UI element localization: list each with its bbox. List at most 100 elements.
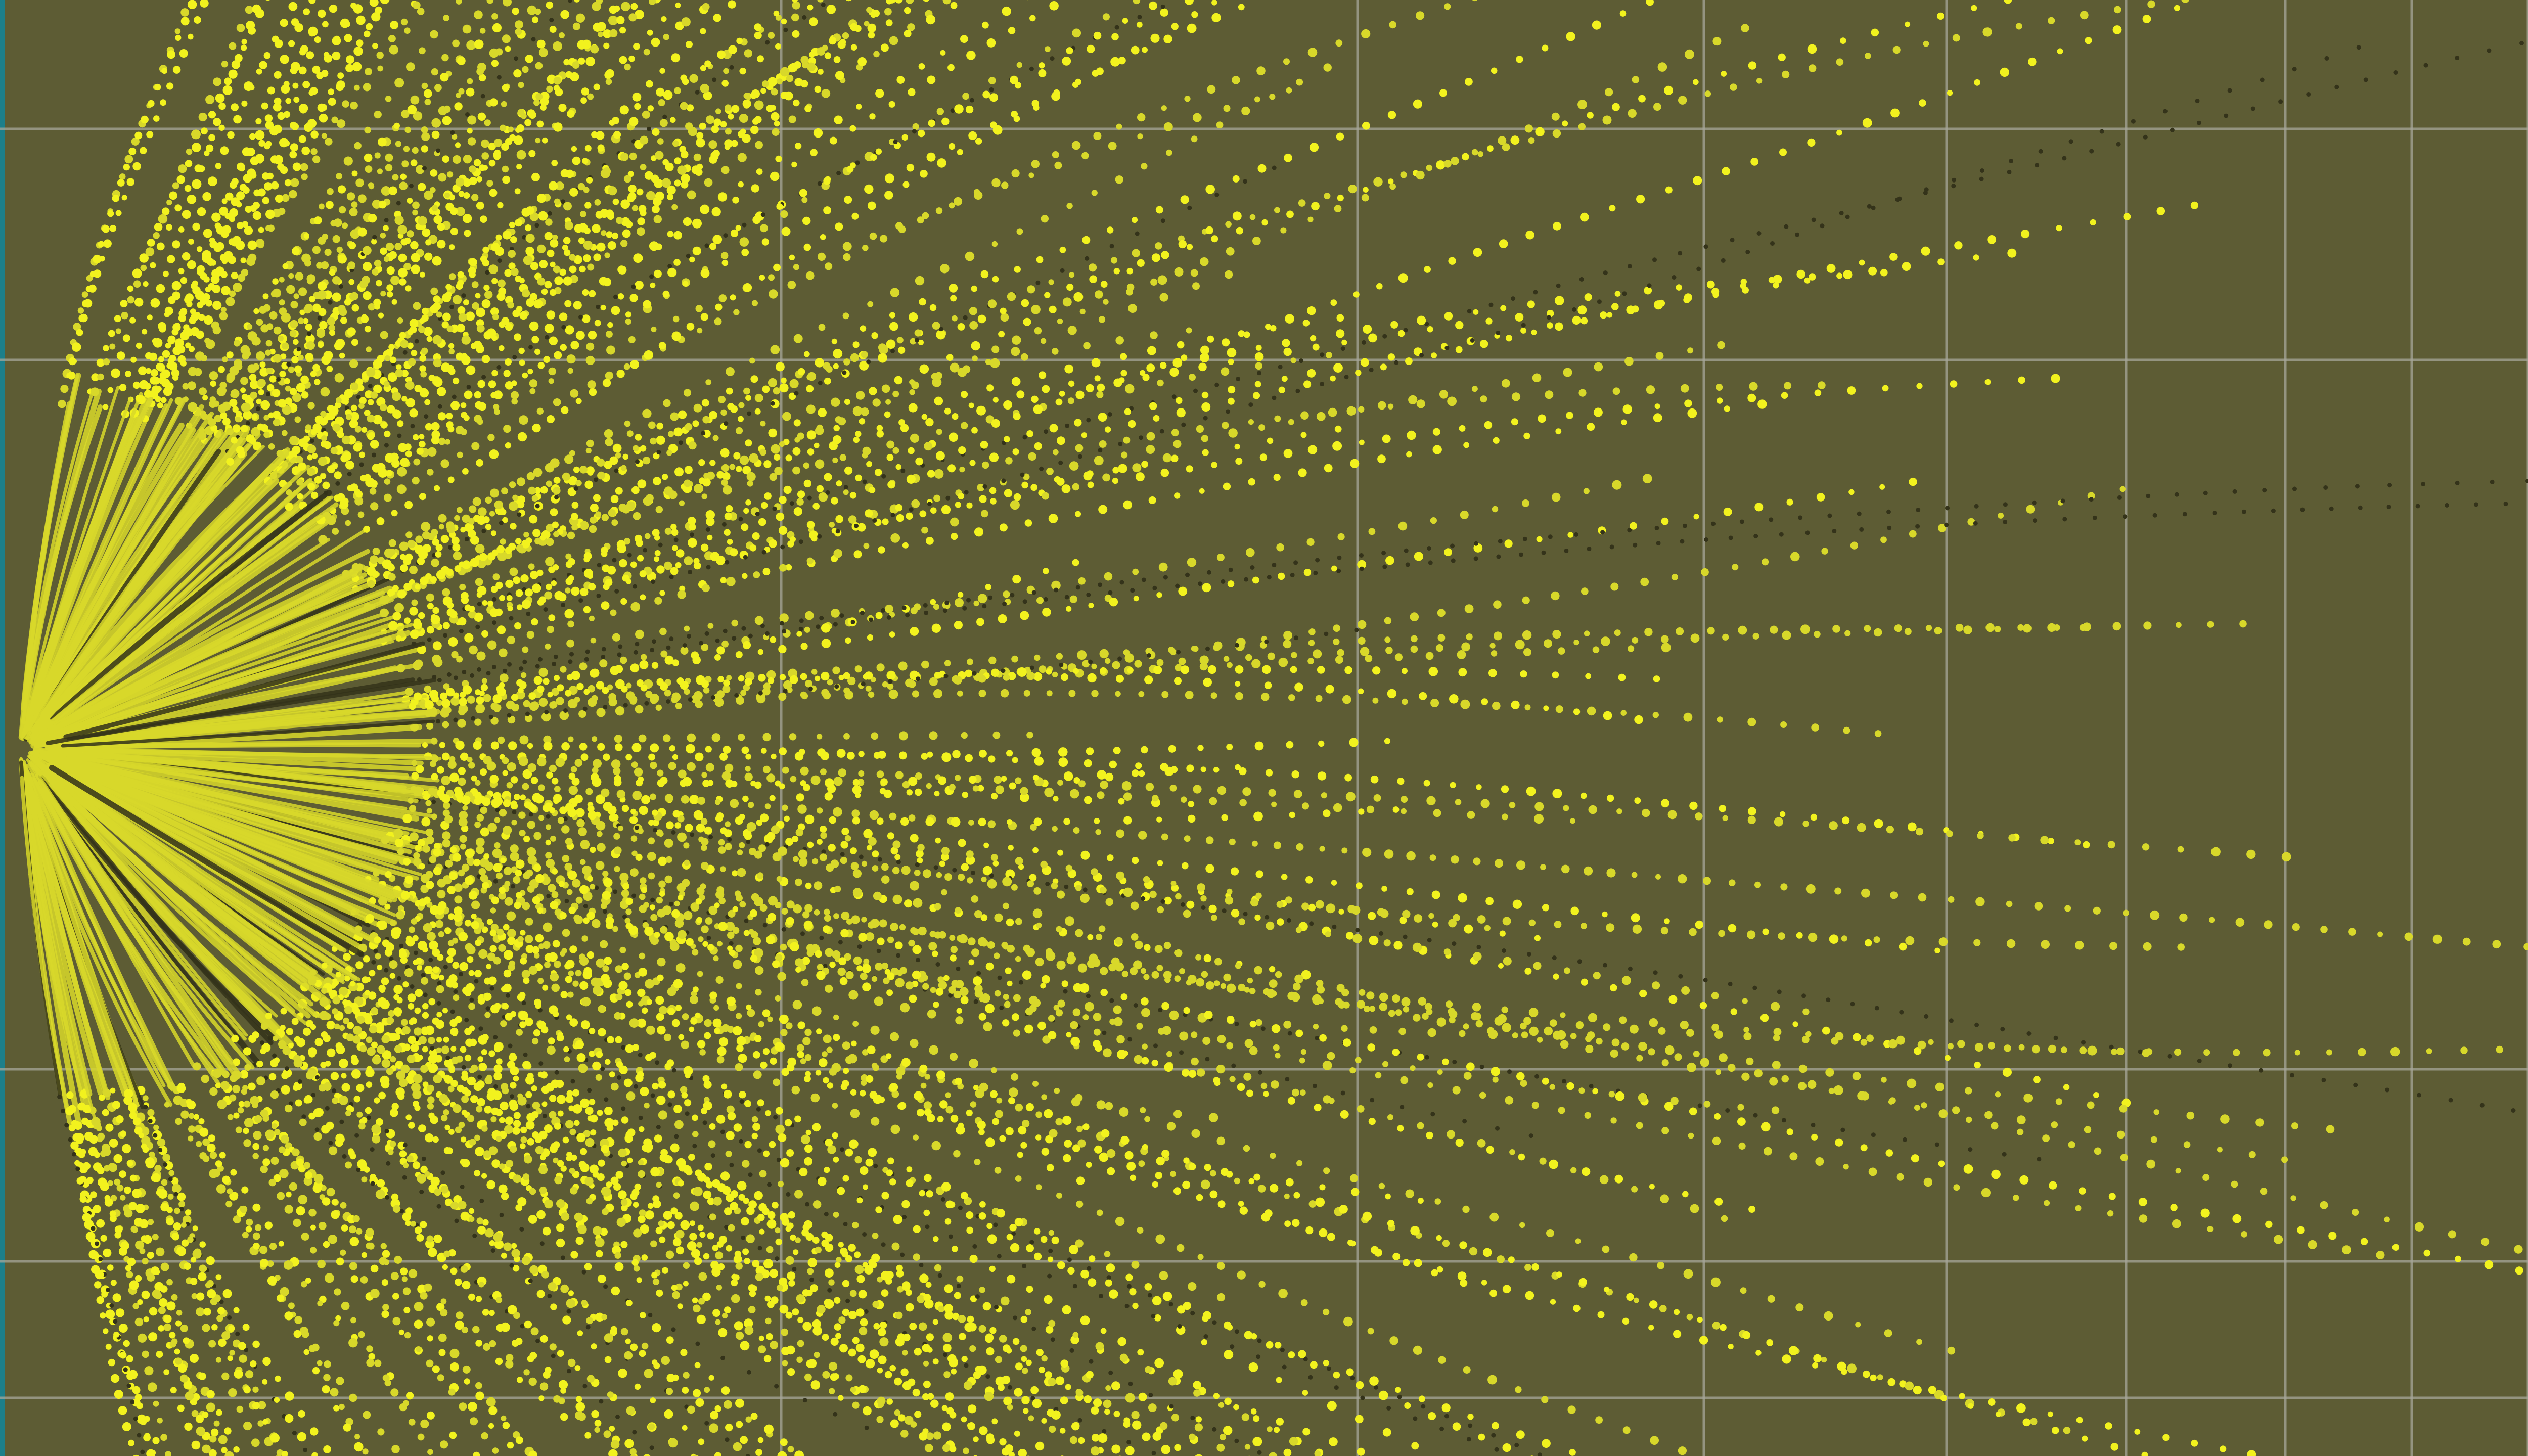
particle-dot [729,65,734,70]
particle-dot [656,897,663,904]
particle-dot [527,763,537,772]
particle-dot [2235,918,2245,927]
particle-dot [531,172,540,181]
particle-dot [941,1405,948,1412]
particle-dot [874,469,882,476]
particle-dot [1169,1010,1179,1020]
particle-dot [754,408,761,415]
particle-dot [2000,1027,2005,1032]
particle-dot [229,42,237,50]
particle-dot [674,179,681,187]
particle-dot [1678,974,1683,979]
particle-dot [1013,493,1021,501]
particle-dot [949,432,958,442]
particle-dot [669,901,674,906]
particle-dot [324,1360,331,1368]
particle-dot [1081,152,1089,160]
particle-dot [1004,489,1013,497]
particle-dot [746,1370,751,1375]
particle-dot [748,802,754,808]
particle-dot [259,61,267,69]
particle-dot [919,510,927,518]
particle-dot [2138,1198,2147,1206]
particle-dot [764,1295,771,1302]
particle-dot [370,502,379,511]
particle-dot [1707,627,1715,635]
particle-dot [462,1365,471,1374]
particle-dot [603,878,613,887]
particle-dot [801,1134,810,1145]
particle-dot [1491,67,1498,74]
particle-dot [784,1119,792,1127]
particle-dot [908,447,915,454]
particle-dot [1093,132,1102,140]
particle-dot [1086,418,1091,423]
particle-dot [414,339,419,344]
particle-dot [464,230,471,237]
particle-dot [732,906,739,913]
particle-dot [335,1133,344,1143]
particle-dot [357,194,367,203]
particle-dot [621,1045,626,1050]
particle-dot [816,485,824,493]
particle-dot [698,1438,705,1445]
particle-dot [1267,437,1274,444]
particle-dot [1227,397,1235,405]
particle-dot [1777,989,1782,994]
particle-dot [301,391,309,399]
particle-dot [1256,66,1266,75]
particle-dot [2112,622,2121,631]
particle-dot [693,562,701,570]
particle-dot [833,363,839,370]
particle-dot [144,1366,154,1376]
particle-dot [959,1333,966,1340]
particle-dot [196,246,203,252]
particle-dot [714,1405,721,1413]
particle-dot [2162,1434,2170,1441]
particle-dot [525,588,533,597]
particle-dot [985,962,994,971]
particle-dot [706,935,711,940]
particle-dot [343,156,353,166]
particle-dot [586,342,595,351]
particle-dot [889,312,896,318]
particle-dot [615,1171,624,1179]
particle-dot [1020,1142,1027,1149]
particle-dot [1056,653,1063,660]
particle-dot [1581,978,1588,986]
particle-dot [129,317,136,324]
particle-dot [349,1153,356,1160]
particle-dot [973,600,979,607]
particle-dot [934,791,940,797]
particle-dot [1728,981,1733,986]
particle-dot [704,178,713,187]
particle-dot [942,1352,947,1357]
particle-dot [536,569,544,576]
particle-dot [1749,382,1758,391]
particle-dot [2076,1417,2083,1424]
particle-dot [1146,432,1155,441]
particle-dot [1311,202,1320,211]
particle-dot [585,447,592,454]
particle-dot [1473,857,1481,866]
particle-dot [656,565,665,574]
particle-dot [1369,1026,1377,1034]
particle-dot [910,433,920,443]
particle-dot [744,1258,751,1264]
particle-dot [1181,902,1186,907]
particle-dot [209,396,216,403]
particle-dot [419,47,426,55]
particle-dot [817,807,823,814]
particle-dot [294,1316,302,1324]
particle-dot [905,1303,914,1312]
particle-dot [889,322,898,331]
particle-dot [351,339,358,346]
particle-dot [1138,770,1145,777]
particle-dot [1905,21,1911,27]
particle-dot [2448,1230,2456,1239]
particle-dot [752,1051,760,1059]
particle-dot [1112,477,1118,484]
particle-dot [1387,403,1394,410]
particle-dot [515,589,523,597]
particle-dot [2170,127,2175,132]
